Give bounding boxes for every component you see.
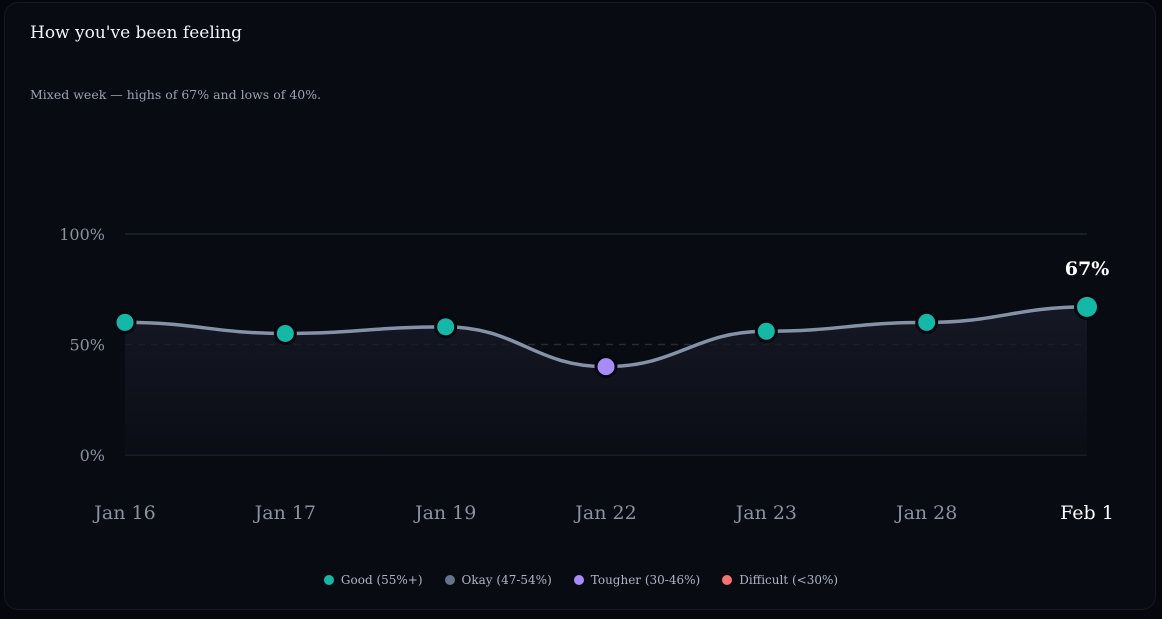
y-tick-label: 0% xyxy=(80,446,105,465)
mood-chart-card: How you've been feeling Mixed week — hig… xyxy=(4,2,1156,610)
legend-label: Good (55%+) xyxy=(340,573,423,587)
data-point-feb-1[interactable] xyxy=(1077,296,1097,317)
legend-label: Difficult (<30%) xyxy=(739,573,839,587)
legend-dot-icon xyxy=(573,575,584,585)
x-tick-label: Jan 23 xyxy=(734,502,797,524)
legend-item-difficult: Difficult (<30%) xyxy=(722,573,838,587)
series-area xyxy=(125,306,1087,455)
legend-item-good: Good (55%+) xyxy=(323,573,423,587)
legend-item-tougher: Tougher (30-46%) xyxy=(573,573,701,587)
legend-dot-icon xyxy=(444,575,455,585)
mood-line-chart: 100% 50% 0% Jan 16 Jan 17 Jan 19 Jan 22 Jan 23… xyxy=(59,225,1114,524)
y-tick-label: 50% xyxy=(69,336,105,355)
legend-label: Tougher (30-46%) xyxy=(590,573,701,587)
chart-title: How you've been feeling xyxy=(30,23,243,43)
data-point-jan-17[interactable] xyxy=(276,324,294,342)
legend-dot-icon xyxy=(323,575,334,585)
data-point-jan-22[interactable] xyxy=(597,358,615,376)
x-tick-label: Feb 1 xyxy=(1060,502,1114,524)
highlight-value-label: 67% xyxy=(1065,258,1110,280)
legend-item-okay: Okay (47-54%) xyxy=(444,573,552,587)
data-point-jan-16[interactable] xyxy=(116,313,134,331)
data-point-jan-23[interactable] xyxy=(757,322,775,340)
x-tick-label: Jan 19 xyxy=(413,502,476,524)
y-tick-label: 100% xyxy=(59,225,105,244)
x-tick-label: Jan 16 xyxy=(92,502,155,524)
x-tick-label: Jan 17 xyxy=(253,502,316,524)
x-tick-label: Jan 22 xyxy=(573,502,636,524)
x-tick-label: Jan 28 xyxy=(894,502,957,524)
chart-legend: Good (55%+) Okay (47-54%) Tougher (30-46%)… xyxy=(5,573,1157,587)
legend-dot-icon xyxy=(722,575,733,585)
chart-subtitle: Mixed week — highs of 67% and lows of 40… xyxy=(30,87,322,102)
data-point-jan-19[interactable] xyxy=(437,318,455,336)
data-point-jan-28[interactable] xyxy=(918,313,936,331)
legend-label: Okay (47-54%) xyxy=(461,573,552,587)
